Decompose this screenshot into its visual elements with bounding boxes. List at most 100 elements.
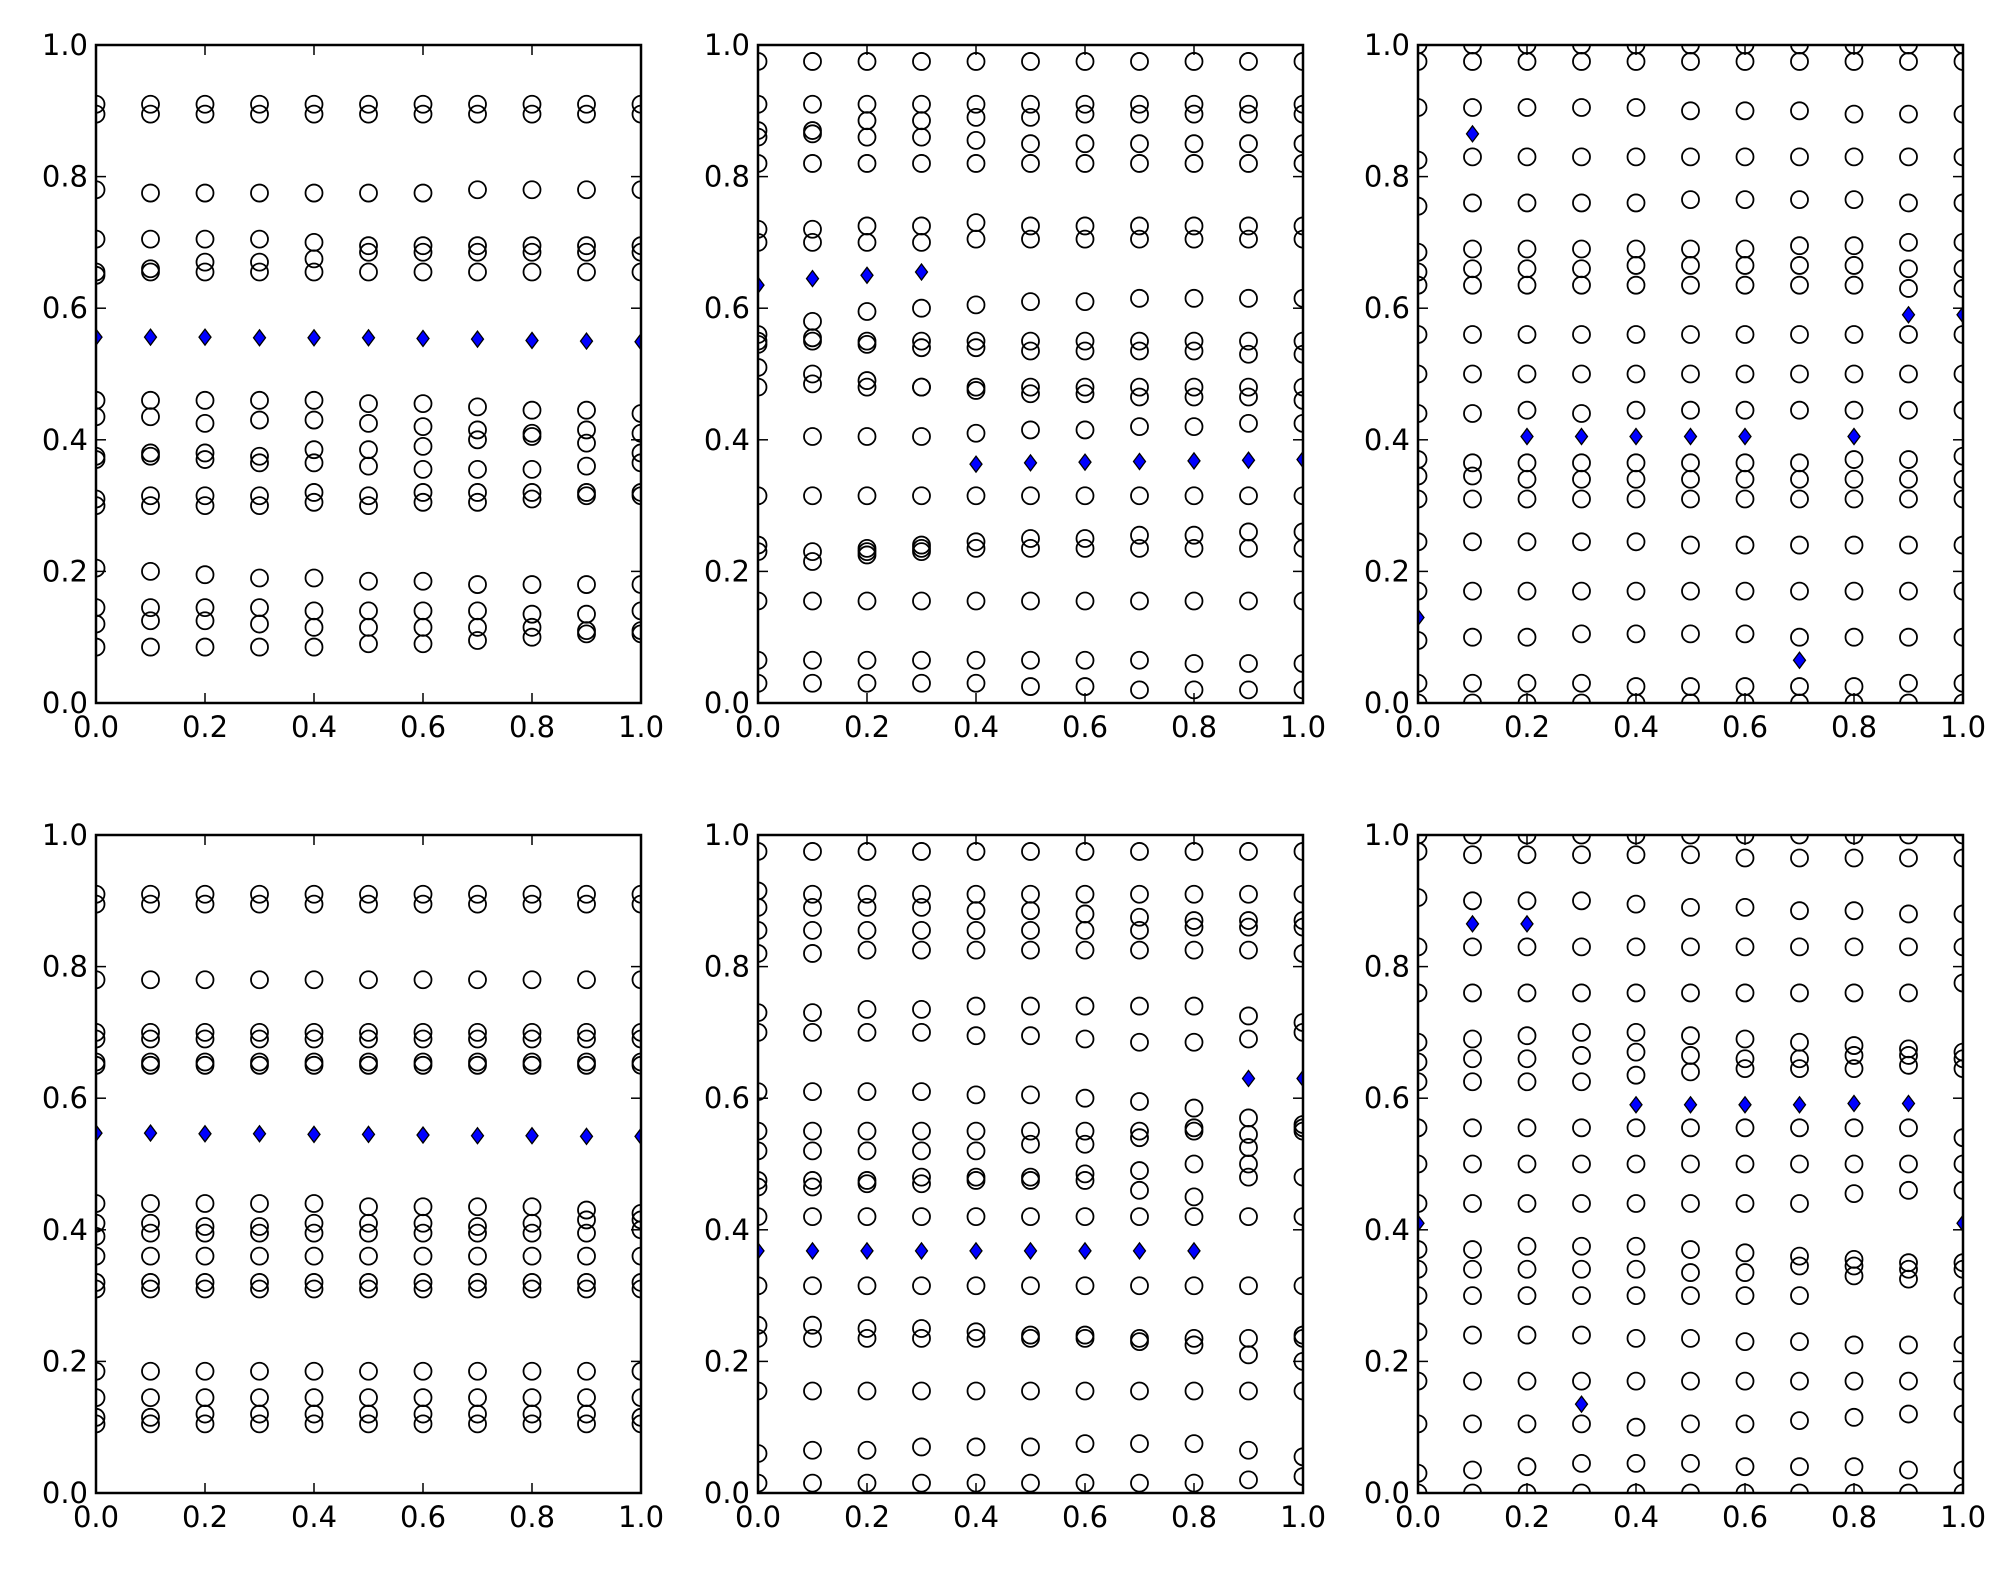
- circle-marker: [1844, 256, 1864, 275]
- circle-marker: [1681, 1328, 1700, 1348]
- circle-marker: [1463, 1154, 1482, 1174]
- circle-marker: [1463, 1414, 1482, 1434]
- circle-marker: [1130, 377, 1149, 397]
- x-tick-label: 1.0: [1280, 1500, 1326, 1534]
- circle-marker: [1021, 940, 1040, 960]
- circle-marker: [413, 1213, 433, 1233]
- circle-marker: [1681, 489, 1700, 509]
- circle-marker: [1239, 134, 1258, 154]
- circle-marker: [1626, 400, 1646, 420]
- diamond-marker: [1078, 453, 1092, 472]
- circle-marker: [1463, 466, 1482, 486]
- circle-marker: [803, 884, 822, 904]
- circle-marker: [468, 430, 487, 450]
- circle-marker: [803, 232, 822, 252]
- circle-marker: [1626, 147, 1646, 167]
- circle-marker: [195, 390, 215, 410]
- circle-marker: [304, 1223, 324, 1243]
- circle-marker: [1681, 983, 1700, 1003]
- circle-marker: [1681, 453, 1700, 473]
- circle-marker: [1418, 1259, 1428, 1279]
- circle-marker: [304, 453, 324, 473]
- circle-marker: [522, 1279, 542, 1299]
- circle-marker: [195, 183, 215, 203]
- circle-marker: [413, 617, 433, 637]
- circle-marker: [1953, 673, 1963, 693]
- circle-marker: [96, 614, 106, 634]
- circle-marker: [1239, 940, 1258, 960]
- diamond-marker: [416, 1125, 430, 1145]
- circle-marker: [250, 1414, 269, 1434]
- circle-marker: [195, 894, 215, 914]
- y-tick-label: 1.0: [42, 28, 88, 62]
- circle-marker: [631, 1023, 641, 1042]
- diamond-marker: [1683, 1095, 1698, 1114]
- circle-marker: [758, 1171, 768, 1190]
- circle-marker: [1899, 1259, 1918, 1279]
- circle-marker: [966, 940, 986, 960]
- circle-marker: [1293, 1276, 1303, 1296]
- circle-marker: [912, 1473, 931, 1493]
- circle-marker: [304, 492, 324, 512]
- circle-marker: [1735, 1332, 1755, 1352]
- diamond-marker: [1132, 452, 1147, 471]
- subplot: 0.0 0.2 0.4 0.6 0.8 1.0 0.0 0.2 0.4 0.6 0.8 1.0: [1364, 818, 1986, 1534]
- circle-marker: [468, 420, 487, 440]
- circle-marker: [1075, 904, 1095, 924]
- circle-marker: [1681, 845, 1700, 865]
- circle-marker: [577, 94, 596, 114]
- circle-marker: [413, 601, 433, 621]
- circle-marker: [577, 104, 596, 124]
- circle-marker: [96, 180, 106, 200]
- circle-marker: [631, 624, 641, 644]
- circle-marker: [141, 262, 160, 282]
- circle-marker: [522, 1197, 542, 1217]
- circle-marker: [631, 1414, 641, 1434]
- circle-marker: [1899, 937, 1918, 957]
- circle-marker: [1130, 680, 1149, 700]
- circle-marker: [1293, 1467, 1303, 1486]
- circle-marker: [96, 94, 106, 114]
- circle-marker: [1681, 256, 1700, 275]
- circle-marker: [577, 1279, 596, 1299]
- circle-marker: [912, 1141, 931, 1161]
- circle-marker: [1184, 104, 1204, 124]
- circle-marker: [413, 104, 433, 124]
- circle-marker: [966, 921, 986, 940]
- circle-marker: [1626, 1286, 1646, 1305]
- circle-marker: [1184, 486, 1204, 506]
- circle-marker: [96, 407, 106, 427]
- circle-marker: [1572, 1154, 1591, 1174]
- circle-marker: [577, 236, 596, 256]
- circle-marker: [912, 921, 931, 940]
- circle-marker: [1075, 384, 1095, 404]
- circle-marker: [413, 894, 433, 914]
- circle-marker: [1463, 627, 1482, 647]
- circle-marker: [966, 423, 986, 443]
- circle-marker: [1075, 1088, 1095, 1108]
- circle-marker: [413, 1223, 433, 1243]
- circle-marker: [1130, 1032, 1149, 1052]
- circle-marker: [1021, 650, 1040, 670]
- circle-marker: [631, 262, 641, 282]
- diamond-marker: [470, 1126, 485, 1145]
- circle-marker: [857, 673, 877, 693]
- circle-marker: [857, 884, 877, 904]
- circle-marker: [1899, 848, 1918, 868]
- circle-marker: [359, 601, 378, 621]
- diamond-marker: [307, 328, 321, 347]
- circle-marker: [468, 601, 487, 621]
- circle-marker: [1075, 1134, 1095, 1154]
- circle-marker: [966, 94, 986, 114]
- circle-marker: [803, 842, 822, 861]
- circle-marker: [1293, 917, 1303, 937]
- circle-marker: [1735, 1118, 1755, 1138]
- y-tick-label: 0.6: [1364, 1081, 1410, 1115]
- circle-marker: [1021, 538, 1040, 558]
- circle-marker: [141, 229, 160, 249]
- circle-marker: [631, 1203, 641, 1223]
- diamond-marker: [914, 1241, 929, 1260]
- circle-marker: [857, 1141, 877, 1161]
- circle-marker: [1021, 341, 1040, 361]
- circle-marker: [912, 298, 931, 318]
